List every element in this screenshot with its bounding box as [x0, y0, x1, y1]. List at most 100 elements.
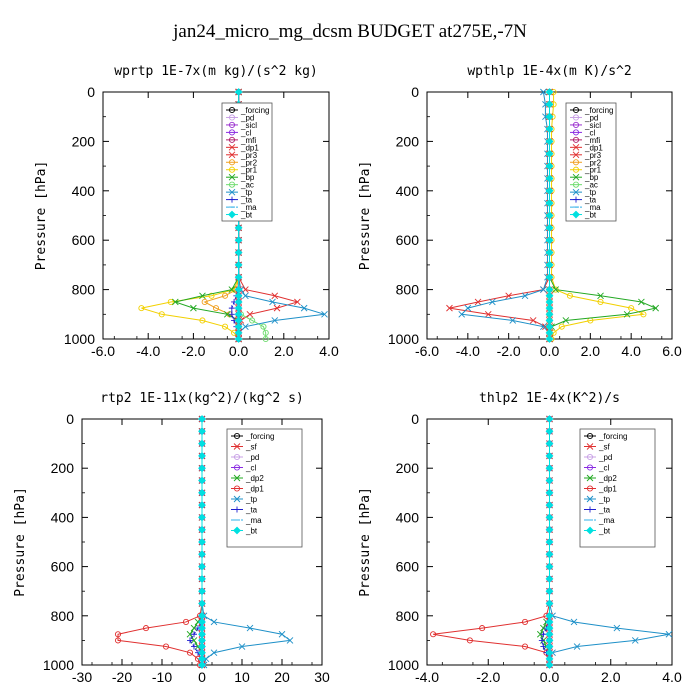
data-point [529, 317, 537, 324]
y-tick-label: 800 [72, 282, 96, 298]
data-point [545, 525, 554, 534]
x-tick-label: -6.0 [91, 343, 115, 359]
data-point [242, 292, 249, 300]
legend-marker [228, 173, 236, 181]
legend-entry: _bt [584, 527, 611, 536]
data-point [540, 643, 547, 650]
legend-label: _tp [240, 188, 253, 197]
data-point [198, 415, 206, 423]
data-point [201, 298, 208, 306]
x-tick-label: 6.0 [662, 343, 682, 359]
x-tick-label: -4.0 [456, 343, 480, 359]
legend-label: _dp1 [598, 485, 617, 494]
data-point [545, 273, 554, 282]
data-point [552, 286, 559, 293]
legend-label: _ac [240, 181, 254, 190]
legend-entry: _mfi [570, 136, 600, 145]
y-tick-label: 200 [396, 133, 420, 149]
panel-title: wpthlp 1E-4x(m K)/s^2 [467, 64, 631, 79]
legend-marker [572, 121, 580, 128]
data-point [198, 599, 206, 608]
legend-entry: _forcing [226, 106, 269, 115]
chart-panel-4: thlp2 1E-4x(K^2)/s Pressure [hPa] -4.0 -2.0… [358, 391, 682, 685]
data-point [545, 562, 554, 571]
y-tick-label: 600 [51, 559, 75, 575]
legend-entry: _cl [584, 464, 609, 473]
legend-marker [586, 464, 594, 471]
data-point [545, 464, 554, 473]
legend-marker [572, 166, 580, 173]
series-bt [198, 415, 206, 669]
legend-entry: _pr3 [570, 151, 602, 160]
x-tick-label: 20 [274, 669, 290, 685]
legend-marker [572, 151, 580, 159]
x-tick-label: -10 [152, 669, 172, 685]
data-point [638, 298, 645, 306]
legend-marker [572, 106, 580, 114]
legend-label: _cl [584, 128, 595, 137]
legend-marker [228, 188, 236, 196]
y-tick-label: 400 [396, 183, 420, 199]
data-point [221, 292, 229, 299]
data-point [114, 631, 122, 638]
data-point [665, 630, 673, 638]
legend-label: _ta [584, 196, 597, 205]
legend-entry: _tp [570, 188, 597, 197]
legend-marker [586, 526, 594, 535]
series-tp [458, 88, 553, 343]
data-point [138, 305, 145, 312]
data-point [545, 513, 554, 522]
data-point [228, 286, 236, 293]
data-point [234, 273, 243, 282]
legend-entry: _pr2 [226, 158, 258, 167]
x-tick-label: 0 [198, 669, 206, 685]
data-point [536, 630, 544, 638]
legend-label: _bt [598, 527, 611, 536]
series-dp1 [114, 415, 206, 669]
legend-entry: _ma [226, 203, 257, 212]
legend: _forcing_pd_sicl_cl_mfi_dp1_pr3_pr2_pr1_… [221, 102, 273, 222]
data-point [464, 304, 472, 312]
legend-entry: _tp [226, 188, 253, 197]
data-point [545, 248, 554, 257]
legend-entry: _dp1 [231, 485, 264, 494]
x-tick-label: -30 [72, 669, 92, 685]
legend-entry: _bt [226, 211, 253, 220]
legend-entry: _pd [226, 113, 254, 122]
legend-entry: _bt [231, 527, 258, 536]
legend-entry: _tp [231, 495, 258, 504]
y-tick-label: 200 [51, 460, 75, 476]
legend-label: _tp [584, 188, 597, 197]
data-point [597, 298, 604, 306]
legend-entry: _ma [570, 203, 601, 212]
data-point [273, 304, 281, 312]
legend-label: _sicl [584, 121, 601, 130]
data-point [545, 476, 554, 485]
legend-label: _dp2 [245, 474, 264, 483]
legend-label: _cl [245, 464, 256, 473]
data-point [545, 427, 554, 436]
y-axis-label: Pressure [hPa] [13, 487, 28, 597]
legend-marker [587, 506, 593, 513]
data-point [234, 236, 243, 245]
legend-marker [228, 144, 236, 151]
legend-marker [234, 506, 240, 513]
x-tick-label: 4.0 [662, 669, 682, 685]
data-point [545, 174, 554, 183]
data-point [210, 618, 218, 626]
legend-label: _forcing [245, 432, 274, 441]
data-point [198, 661, 206, 669]
y-tick-label: 0 [66, 411, 74, 427]
legend-label: _bt [240, 211, 253, 220]
data-point [521, 618, 529, 626]
x-tick-label: 0.0 [540, 669, 560, 685]
data-point [198, 501, 206, 510]
data-point [271, 317, 279, 324]
x-tick-label: -6.0 [415, 343, 439, 359]
y-tick-label: 0 [411, 84, 419, 100]
y-tick-label: 800 [396, 282, 420, 298]
legend-marker [233, 526, 241, 535]
legend-label: _pd [240, 113, 254, 122]
data-point [198, 550, 206, 559]
plot-frame [102, 91, 330, 340]
